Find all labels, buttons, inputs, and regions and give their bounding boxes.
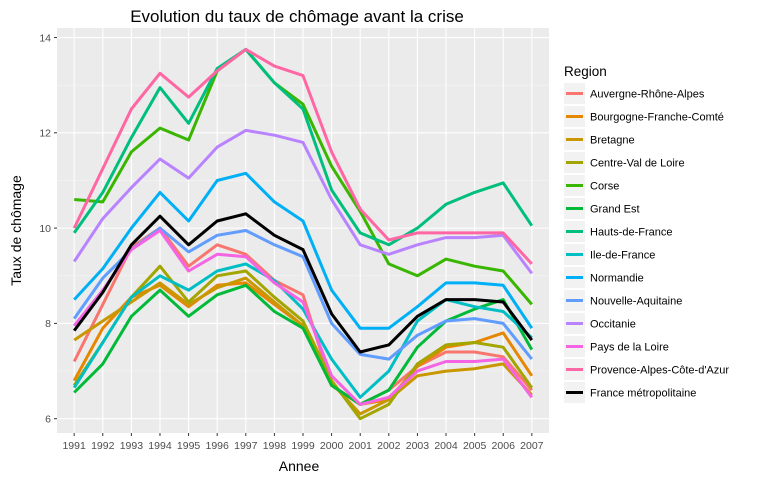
y-axis-title: Taux de chômage — [8, 175, 24, 286]
x-tick-label: 2005 — [463, 440, 487, 452]
x-tick-label: 1992 — [91, 440, 115, 452]
legend-label: Auvergne-Rhône-Alpes — [590, 89, 705, 101]
legend-label: Bourgogne-Franche-Comté — [590, 112, 724, 124]
legend-label: Ile-de-France — [590, 250, 655, 262]
legend-label: Provence-Alpes-Côte-d'Azur — [590, 365, 729, 377]
legend-items: Auvergne-Rhône-Alpes Bourgogne-Franche-Co… — [564, 83, 729, 403]
x-tick-label: 1993 — [120, 440, 144, 452]
series-line-bretagne — [73, 276, 533, 416]
legend-label: Centre-Val de Loire — [590, 158, 685, 170]
x-tick-label: 2003 — [406, 440, 430, 452]
chart-title: Evolution du taux de chômage avant la cr… — [130, 7, 464, 26]
legend: Region Auvergne-Rhône-Alpes Bourgogne-Fra… — [564, 64, 729, 403]
x-tick-label: 2006 — [492, 440, 516, 452]
series-line-grand-est — [73, 283, 534, 406]
legend-label: France métropolitaine — [590, 388, 696, 400]
x-tick-label: 1995 — [177, 440, 201, 452]
x-tick-label: 2007 — [520, 440, 544, 452]
x-axis-title: Annee — [279, 458, 320, 474]
series-line-france-metropolitaine — [72, 212, 533, 354]
series-line-occitanie — [72, 128, 533, 275]
series-lines — [72, 47, 534, 421]
series-line-hauts-de-france — [72, 47, 534, 247]
x-tick-label: 1999 — [291, 440, 315, 452]
legend-label: Corse — [590, 181, 619, 193]
y-axis: 6 8 10 12 14 — [39, 32, 57, 426]
x-tick-label: 1998 — [263, 440, 287, 452]
legend-label: Normandie — [590, 273, 644, 285]
x-axis: 1991 1992 1993 1994 1995 1996 1997 1998 1999 2000… — [62, 433, 544, 452]
series-line-provence-alpes-cote-d-azur — [72, 47, 533, 265]
legend-label: Bretagne — [590, 135, 635, 147]
series-line-normandie — [73, 171, 534, 330]
legend-label: Grand Est — [590, 204, 640, 216]
series-line-corse — [74, 47, 533, 306]
series-line-ile-de-france — [72, 262, 533, 399]
series-line-centre-val-de-loire — [72, 264, 534, 421]
legend-label: Occitanie — [590, 319, 636, 331]
legend-title: Region — [564, 64, 607, 79]
legend-label: Hauts-de-France — [590, 227, 673, 239]
x-tick-label: 2000 — [320, 440, 344, 452]
y-tick-label: 12 — [39, 128, 51, 140]
x-tick-label: 1996 — [206, 440, 230, 452]
y-tick-label: 8 — [45, 318, 51, 330]
y-tick-label: 10 — [39, 223, 51, 235]
x-tick-label: 2001 — [349, 440, 373, 452]
series-line-pays-de-la-loire — [73, 229, 534, 406]
legend-label: Pays de la Loire — [590, 342, 669, 354]
x-tick-label: 1991 — [62, 440, 86, 452]
y-tick-label: 6 — [45, 414, 51, 426]
x-tick-label: 2004 — [434, 440, 458, 452]
x-tick-label: 2002 — [377, 440, 401, 452]
legend-label: Nouvelle-Aquitaine — [590, 296, 682, 308]
y-tick-label: 14 — [39, 32, 51, 44]
x-tick-label: 1997 — [234, 440, 258, 452]
x-tick-label: 1994 — [148, 440, 172, 452]
